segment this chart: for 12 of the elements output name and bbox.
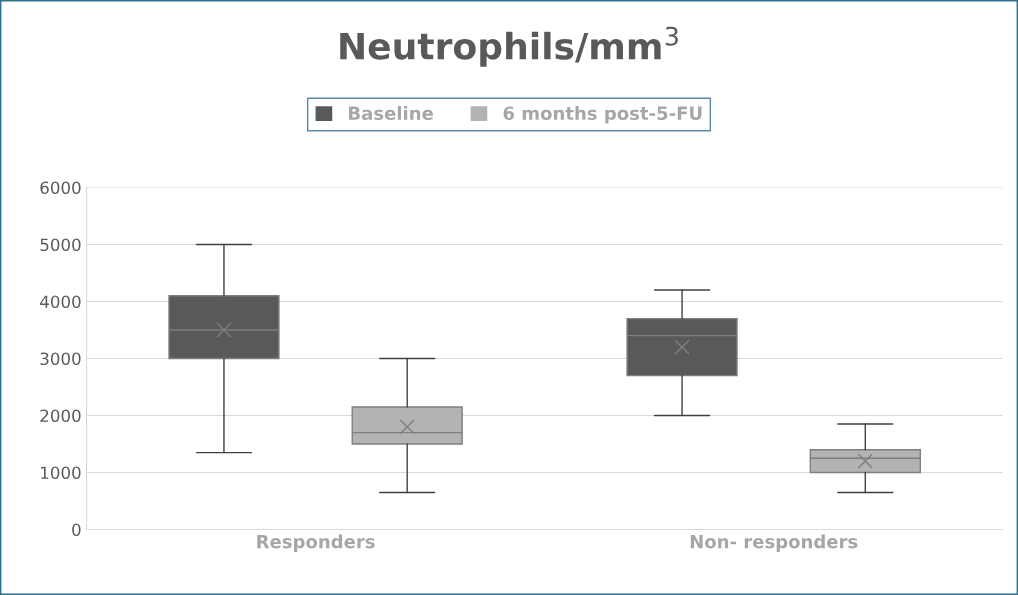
y-tick-label: 2000 — [40, 409, 81, 423]
y-tick-label: 3000 — [40, 352, 81, 366]
x-tick-label: Non- responders — [690, 534, 858, 552]
y-tick-label: 5000 — [40, 238, 81, 252]
y-tick-label: 6000 — [40, 181, 81, 194]
y-tick-label: 1000 — [41, 466, 81, 480]
y-tick-label: 0 — [72, 523, 81, 537]
chart-title: Neutrophils/mm$^{3}$ — [340, 26, 678, 67]
y-tick-label: 4000 — [40, 295, 81, 309]
legend-label: 6 months post-5-FU — [503, 106, 702, 124]
x-tick-label: Responders — [257, 534, 375, 552]
legend-label: Baseline — [349, 106, 433, 121]
